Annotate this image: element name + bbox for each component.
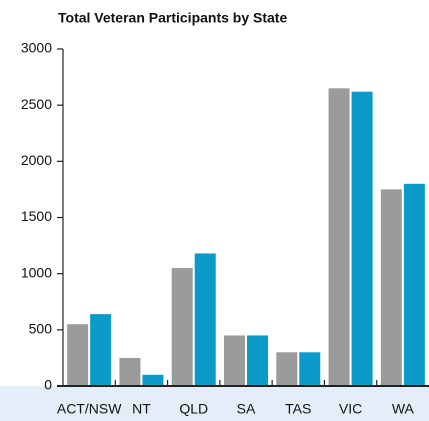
x-tick-label: SA: [237, 401, 256, 417]
bar: [247, 335, 268, 386]
bar: [119, 357, 141, 386]
y-tick-label: 2500: [21, 96, 52, 112]
bar: [90, 314, 112, 386]
bar: [142, 374, 164, 386]
bar: [67, 324, 89, 386]
x-tick-label: TAS: [285, 401, 311, 417]
y-tick-label: 500: [29, 321, 53, 337]
x-tick-label: NT: [132, 401, 151, 417]
y-tick-label: 1000: [21, 264, 52, 280]
bar: [403, 183, 425, 386]
bar: [299, 352, 321, 386]
y-tick-label: 2000: [21, 152, 52, 168]
x-tick-label: WA: [392, 401, 415, 417]
bar: [171, 268, 193, 386]
bar: [276, 352, 298, 386]
bar: [351, 91, 373, 386]
x-tick-label: VIC: [339, 401, 362, 417]
y-tick-label: 1500: [21, 208, 52, 224]
y-tick-label: 0: [44, 377, 52, 393]
chart-title: Total Veteran Participants by State: [58, 10, 287, 26]
x-tick-label: ACT/NSW: [57, 401, 122, 417]
bar: [194, 253, 216, 386]
bar: [380, 189, 402, 386]
x-tick-label: QLD: [179, 401, 208, 417]
y-tick-label: 3000: [21, 40, 52, 56]
bar: [328, 88, 350, 387]
bar: [224, 335, 245, 386]
axis-band: [0, 386, 429, 421]
